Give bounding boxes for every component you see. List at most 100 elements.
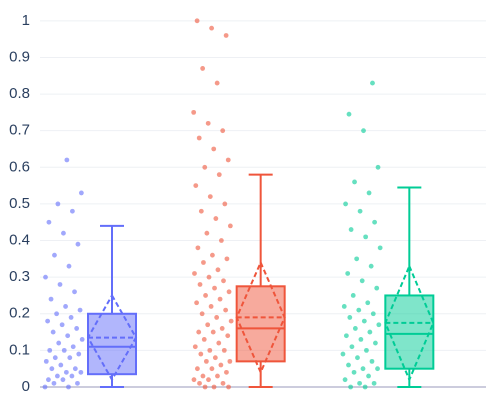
point — [375, 366, 380, 372]
point — [191, 377, 197, 383]
point — [366, 373, 371, 379]
point — [197, 282, 203, 287]
point — [74, 326, 80, 331]
point — [69, 373, 75, 379]
point — [211, 146, 217, 152]
point — [203, 293, 208, 298]
point — [218, 362, 224, 368]
point — [361, 128, 366, 134]
point — [52, 252, 57, 258]
point — [67, 355, 73, 361]
point — [63, 304, 68, 309]
point — [191, 109, 197, 115]
point — [346, 111, 352, 117]
point — [70, 208, 75, 214]
point — [357, 380, 362, 386]
point — [199, 311, 205, 317]
point — [202, 164, 208, 170]
point — [61, 347, 67, 353]
point — [220, 128, 226, 134]
point — [358, 336, 364, 342]
point — [198, 351, 204, 357]
y-tick-label: 0.2 — [9, 305, 30, 322]
point — [362, 384, 368, 390]
point — [64, 157, 70, 163]
point — [56, 340, 62, 346]
point — [200, 66, 206, 71]
point — [72, 366, 78, 372]
y-tick-label: 0 — [22, 378, 30, 395]
point — [217, 296, 223, 302]
point — [57, 282, 63, 287]
point — [345, 271, 351, 276]
point — [224, 256, 230, 262]
box — [235, 285, 286, 363]
point — [211, 384, 217, 390]
point — [52, 355, 58, 361]
point — [75, 241, 81, 247]
point — [63, 369, 69, 375]
point — [368, 263, 374, 269]
point — [370, 80, 375, 86]
point — [60, 377, 66, 383]
y-tick-label: 0.9 — [9, 48, 30, 65]
point — [65, 333, 71, 339]
point — [360, 366, 366, 372]
y-tick-label: 1 — [22, 12, 30, 29]
point — [193, 183, 199, 189]
point — [340, 351, 346, 357]
point — [367, 329, 373, 335]
point — [225, 333, 231, 339]
point — [197, 380, 202, 386]
point — [55, 201, 61, 207]
point — [354, 256, 360, 262]
point — [206, 377, 211, 383]
point — [371, 380, 377, 386]
point — [208, 304, 214, 309]
point — [43, 358, 49, 364]
sd-diamond — [384, 263, 435, 383]
y-tick-label: 0.3 — [9, 268, 30, 285]
point — [361, 318, 367, 324]
point — [210, 329, 216, 335]
point — [376, 322, 382, 328]
point — [58, 362, 64, 368]
point — [377, 245, 383, 251]
point — [370, 311, 376, 317]
point — [218, 238, 224, 243]
point — [348, 227, 354, 232]
point — [75, 380, 80, 386]
point — [223, 307, 229, 313]
point — [192, 271, 197, 276]
point — [216, 172, 222, 178]
point — [77, 307, 83, 313]
point — [78, 190, 84, 196]
point — [201, 260, 206, 265]
point — [225, 157, 231, 163]
point — [223, 33, 229, 38]
y-tick-label: 0.8 — [9, 85, 30, 102]
point — [212, 355, 218, 361]
box — [384, 294, 435, 370]
point — [373, 340, 378, 346]
point — [375, 164, 381, 170]
point — [49, 366, 55, 372]
point — [220, 380, 226, 386]
point — [357, 208, 363, 214]
point — [46, 377, 51, 383]
point — [45, 318, 51, 324]
point — [341, 304, 347, 309]
point — [43, 274, 48, 280]
point — [205, 322, 211, 328]
point — [214, 80, 220, 86]
point — [214, 315, 220, 320]
point — [78, 369, 84, 375]
y-tick-label: 0.6 — [9, 158, 30, 175]
point — [48, 296, 54, 302]
point — [351, 369, 357, 375]
point — [366, 190, 372, 196]
point — [203, 358, 209, 364]
point — [196, 135, 202, 141]
point — [198, 208, 204, 214]
point — [227, 358, 233, 364]
